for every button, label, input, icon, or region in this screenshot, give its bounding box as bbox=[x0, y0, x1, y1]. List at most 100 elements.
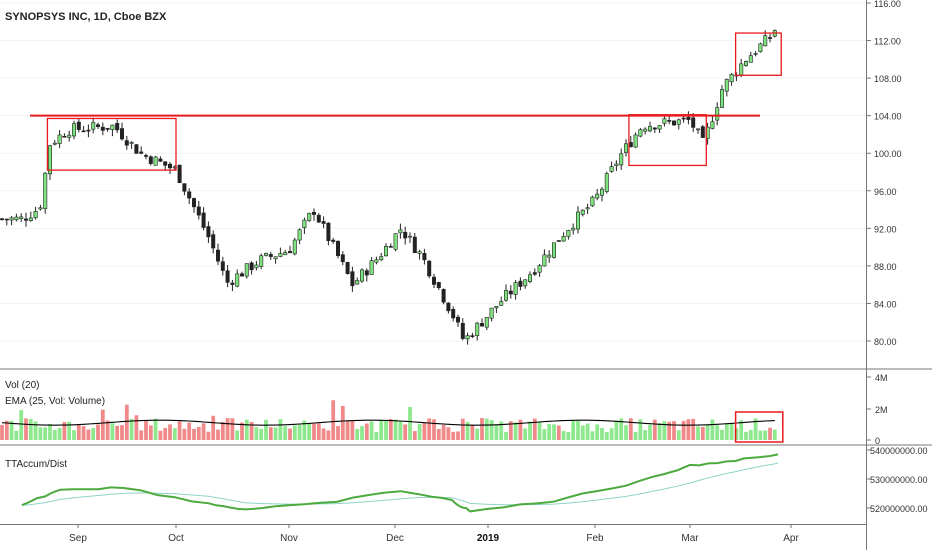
volume-bar bbox=[547, 423, 552, 440]
candle-body bbox=[153, 156, 158, 166]
price-axis[interactable]: 116.00 112.00 108.00 104.00 100.00 96.00 92.00… bbox=[866, 0, 902, 347]
volume-bar bbox=[398, 421, 403, 440]
candle-body bbox=[287, 251, 292, 254]
volume-bar bbox=[734, 428, 739, 440]
volume-bar bbox=[465, 421, 470, 440]
volume-bar bbox=[705, 425, 710, 440]
volume-bar bbox=[105, 420, 110, 440]
candle-body bbox=[350, 271, 355, 287]
volume-bar bbox=[124, 404, 129, 440]
candle-body bbox=[532, 272, 537, 275]
candle-body bbox=[369, 260, 374, 275]
candle-body bbox=[710, 121, 715, 129]
candle-body bbox=[283, 252, 288, 256]
volume-bar bbox=[628, 418, 633, 440]
volume-bar bbox=[624, 425, 628, 440]
candle-body bbox=[9, 217, 14, 221]
candle-body bbox=[110, 124, 115, 130]
candle-body bbox=[187, 191, 192, 199]
candle-body bbox=[38, 207, 43, 210]
volume-bar bbox=[696, 426, 700, 440]
volume-highlight-box bbox=[734, 411, 784, 443]
candle-body bbox=[307, 212, 312, 221]
candle-body bbox=[192, 198, 197, 208]
candle-body bbox=[551, 242, 556, 258]
candle-body bbox=[729, 73, 734, 83]
candle-body bbox=[335, 240, 340, 257]
candle-body bbox=[240, 273, 245, 277]
volume-bar bbox=[19, 410, 24, 440]
candle-body bbox=[148, 156, 153, 164]
candle-body bbox=[719, 89, 724, 108]
volume-bars bbox=[0, 400, 784, 443]
candle-body bbox=[547, 254, 552, 258]
volume-bar bbox=[552, 424, 556, 440]
price-tick-label: 112.00 bbox=[874, 37, 901, 47]
x-tick-label: Sep bbox=[69, 533, 87, 544]
volume-bar bbox=[168, 424, 172, 440]
candle-body bbox=[383, 246, 388, 257]
candle-body bbox=[691, 117, 696, 128]
volume-bar bbox=[667, 421, 672, 440]
candle-body bbox=[43, 172, 48, 209]
candle-body bbox=[657, 125, 662, 130]
candle-body bbox=[595, 193, 600, 199]
volume-bar bbox=[388, 418, 393, 440]
candle-body bbox=[249, 262, 254, 271]
time-axis[interactable]: Sep Oct Nov Dec 2019 Feb Mar Apr bbox=[69, 524, 799, 544]
candles bbox=[0, 29, 777, 345]
candle-body bbox=[695, 128, 700, 131]
volume-tick-label: 0 bbox=[875, 436, 880, 446]
candle-body bbox=[120, 128, 125, 140]
volume-bar bbox=[710, 419, 715, 440]
volume-bar bbox=[297, 424, 302, 440]
candle-body bbox=[681, 117, 686, 120]
accum-axis[interactable]: 540000000.00 530000000.00 520000000.00 bbox=[866, 446, 928, 514]
volume-bar bbox=[763, 430, 768, 440]
candle-body bbox=[417, 251, 422, 254]
candle-body bbox=[374, 259, 379, 263]
candle-body bbox=[168, 163, 173, 169]
volume-bar bbox=[364, 423, 369, 440]
candle-body bbox=[345, 261, 350, 274]
candle-body bbox=[144, 155, 149, 157]
candle-body bbox=[431, 276, 436, 285]
volume-bar bbox=[24, 418, 28, 440]
candle-body bbox=[364, 270, 369, 276]
candle-body bbox=[273, 256, 278, 260]
candle-body bbox=[585, 207, 590, 210]
x-tick-label: Oct bbox=[168, 533, 184, 544]
volume-bar bbox=[355, 428, 360, 440]
volume-bar bbox=[326, 430, 331, 440]
volume-bar bbox=[379, 419, 384, 440]
candle-body bbox=[124, 140, 129, 146]
candle-body bbox=[628, 142, 633, 148]
volume-bar bbox=[76, 424, 81, 440]
volume-bar bbox=[504, 431, 508, 440]
volume-bar bbox=[259, 428, 264, 440]
volume-bar bbox=[542, 429, 547, 440]
volume-bar bbox=[48, 424, 52, 440]
volume-bar bbox=[144, 420, 148, 440]
volume-axis[interactable]: 4M 2M 0 bbox=[866, 373, 888, 446]
candle-body bbox=[163, 161, 168, 166]
volume-bar bbox=[230, 418, 235, 440]
volume-bar bbox=[619, 418, 624, 440]
volume-bar bbox=[432, 419, 436, 440]
accum-tick-label: 520000000.00 bbox=[870, 504, 928, 514]
volume-bar bbox=[499, 421, 504, 440]
candle-body bbox=[47, 145, 52, 175]
candle-body bbox=[470, 335, 475, 337]
volume-bar bbox=[350, 420, 355, 440]
volume-bar bbox=[446, 427, 451, 440]
candle-body bbox=[259, 255, 264, 267]
candle-body bbox=[494, 305, 499, 309]
candle-body bbox=[465, 335, 470, 340]
candle-body bbox=[427, 260, 432, 277]
candle-body bbox=[100, 126, 105, 131]
volume-bar bbox=[748, 430, 753, 440]
volume-bar bbox=[43, 427, 48, 440]
volume-bar bbox=[340, 405, 345, 440]
candle-body bbox=[700, 126, 705, 138]
volume-bar bbox=[720, 429, 724, 440]
